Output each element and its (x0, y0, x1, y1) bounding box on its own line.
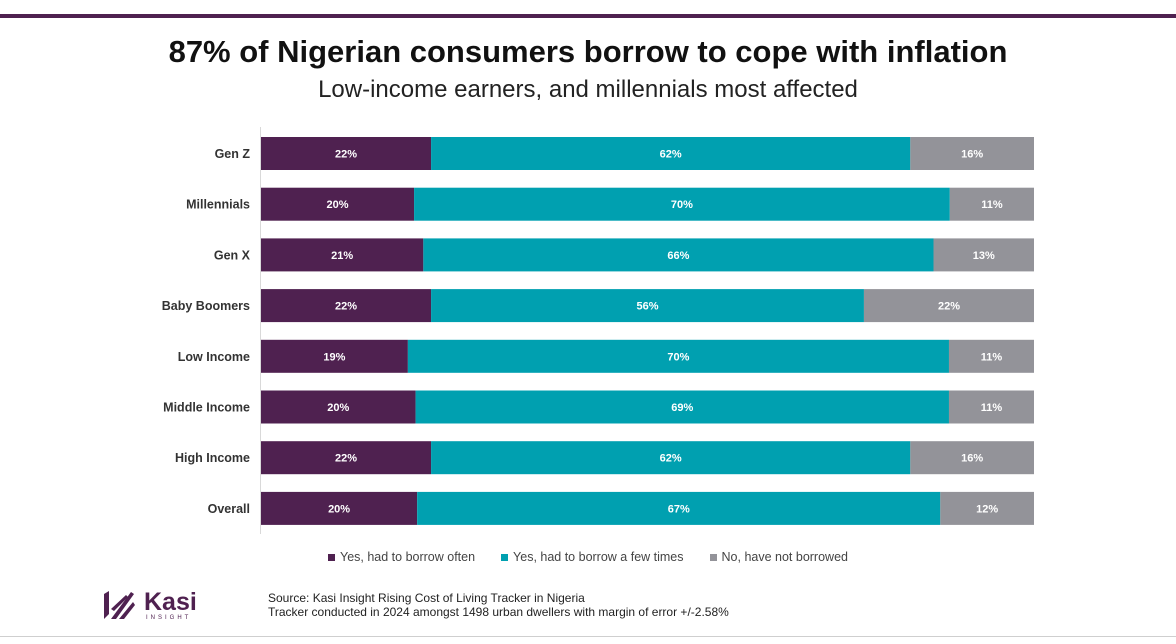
data-label: 19% (323, 351, 345, 363)
legend-label-often: Yes, had to borrow often (340, 550, 476, 564)
data-label: 20% (328, 503, 350, 515)
bar-segment-often (261, 137, 432, 170)
legend-label-not: No, have not borrowed (721, 550, 848, 564)
bar-segment-often (261, 441, 432, 475)
data-label: 69% (671, 402, 693, 414)
bar-segment-often (261, 491, 418, 525)
bar-segment-few (414, 187, 950, 221)
bar-segment-few (407, 339, 949, 373)
data-label: 22% (335, 149, 357, 161)
data-label: 16% (961, 453, 983, 465)
category-label: Millennials (186, 198, 250, 212)
top-rule (0, 14, 1176, 18)
data-label: 22% (335, 301, 357, 313)
data-label: 56% (636, 301, 658, 313)
data-label: 16% (961, 149, 983, 161)
bar-segment-not (948, 339, 1034, 373)
category-label: Low Income (178, 350, 250, 364)
bar-segment-often (261, 390, 416, 424)
category-label: High Income (175, 451, 250, 465)
bar-segment-not (933, 238, 1034, 272)
bar-segment-not (940, 491, 1034, 525)
bar-segment-often (261, 187, 415, 221)
source-note: Source: Kasi Insight Rising Cost of Livi… (268, 591, 729, 619)
data-label: 11% (981, 199, 1003, 211)
data-label: 70% (667, 351, 689, 363)
data-label: 21% (331, 250, 353, 262)
source-line: Source: Kasi Insight Rising Cost of Livi… (268, 591, 585, 605)
bottom-rule (0, 636, 1176, 637)
category-label: Gen X (214, 248, 251, 262)
legend-swatch-not (709, 553, 717, 561)
data-label: 12% (976, 503, 998, 515)
data-label: 67% (668, 503, 690, 515)
chart-title: 87% of Nigerian consumers borrow to cope… (168, 34, 1008, 69)
stacked-bar-chart: Gen Z 22% 62% 16% Millennials 20% 70% 11% Gen X 2… (162, 127, 1034, 534)
data-label: 62% (660, 453, 682, 465)
methodology-line: Tracker conducted in 2024 amongst 1498 u… (268, 605, 729, 619)
bar-segment-not (948, 390, 1034, 424)
kasi-logo: Kasi INSIGHT (102, 588, 212, 624)
logo-tagline: INSIGHT (146, 615, 192, 621)
bar-segment-few (431, 137, 911, 170)
data-label: 22% (335, 453, 357, 465)
bar-segment-few (417, 491, 941, 525)
legend: Yes, had to borrow often Yes, had to bor… (0, 550, 1176, 564)
data-label: 70% (671, 199, 693, 211)
bar-segment-not (863, 289, 1034, 323)
chart-subtitle: Low-income earners, and millennials most… (318, 76, 858, 103)
bar-segment-often (261, 339, 408, 373)
category-label: Gen Z (215, 147, 251, 161)
legend-swatch-few (501, 553, 509, 561)
bar-segment-few (415, 390, 949, 424)
bar-segment-few (431, 441, 911, 475)
category-label: Baby Boomers (162, 299, 250, 313)
data-label: 11% (981, 351, 1003, 363)
legend-item-few: Yes, had to borrow a few times (501, 550, 684, 564)
data-label: 11% (981, 402, 1003, 414)
logo-wordmark: Kasi (144, 588, 197, 616)
legend-item-not: No, have not borrowed (709, 550, 848, 564)
legend-swatch-often (328, 553, 335, 561)
data-label: 62% (660, 149, 682, 161)
bar-segment-often (261, 238, 424, 272)
bar-segment-often (261, 289, 432, 323)
legend-label-few: Yes, had to borrow a few times (513, 550, 684, 564)
bar-segment-not (910, 137, 1034, 170)
bar-segment-not (910, 441, 1034, 475)
data-label: 20% (327, 199, 349, 211)
data-label: 13% (973, 250, 995, 262)
category-label: Overall (208, 502, 250, 516)
bar-segment-few (431, 289, 864, 323)
category-label: Middle Income (163, 401, 250, 415)
legend-item-often: Yes, had to borrow often (328, 550, 475, 564)
bar-segment-few (423, 238, 934, 272)
data-label: 66% (667, 250, 689, 262)
data-label: 22% (938, 301, 960, 313)
kasi-logo-mark-icon (104, 591, 135, 619)
data-label: 20% (327, 402, 349, 414)
bar-segment-not (949, 187, 1034, 221)
